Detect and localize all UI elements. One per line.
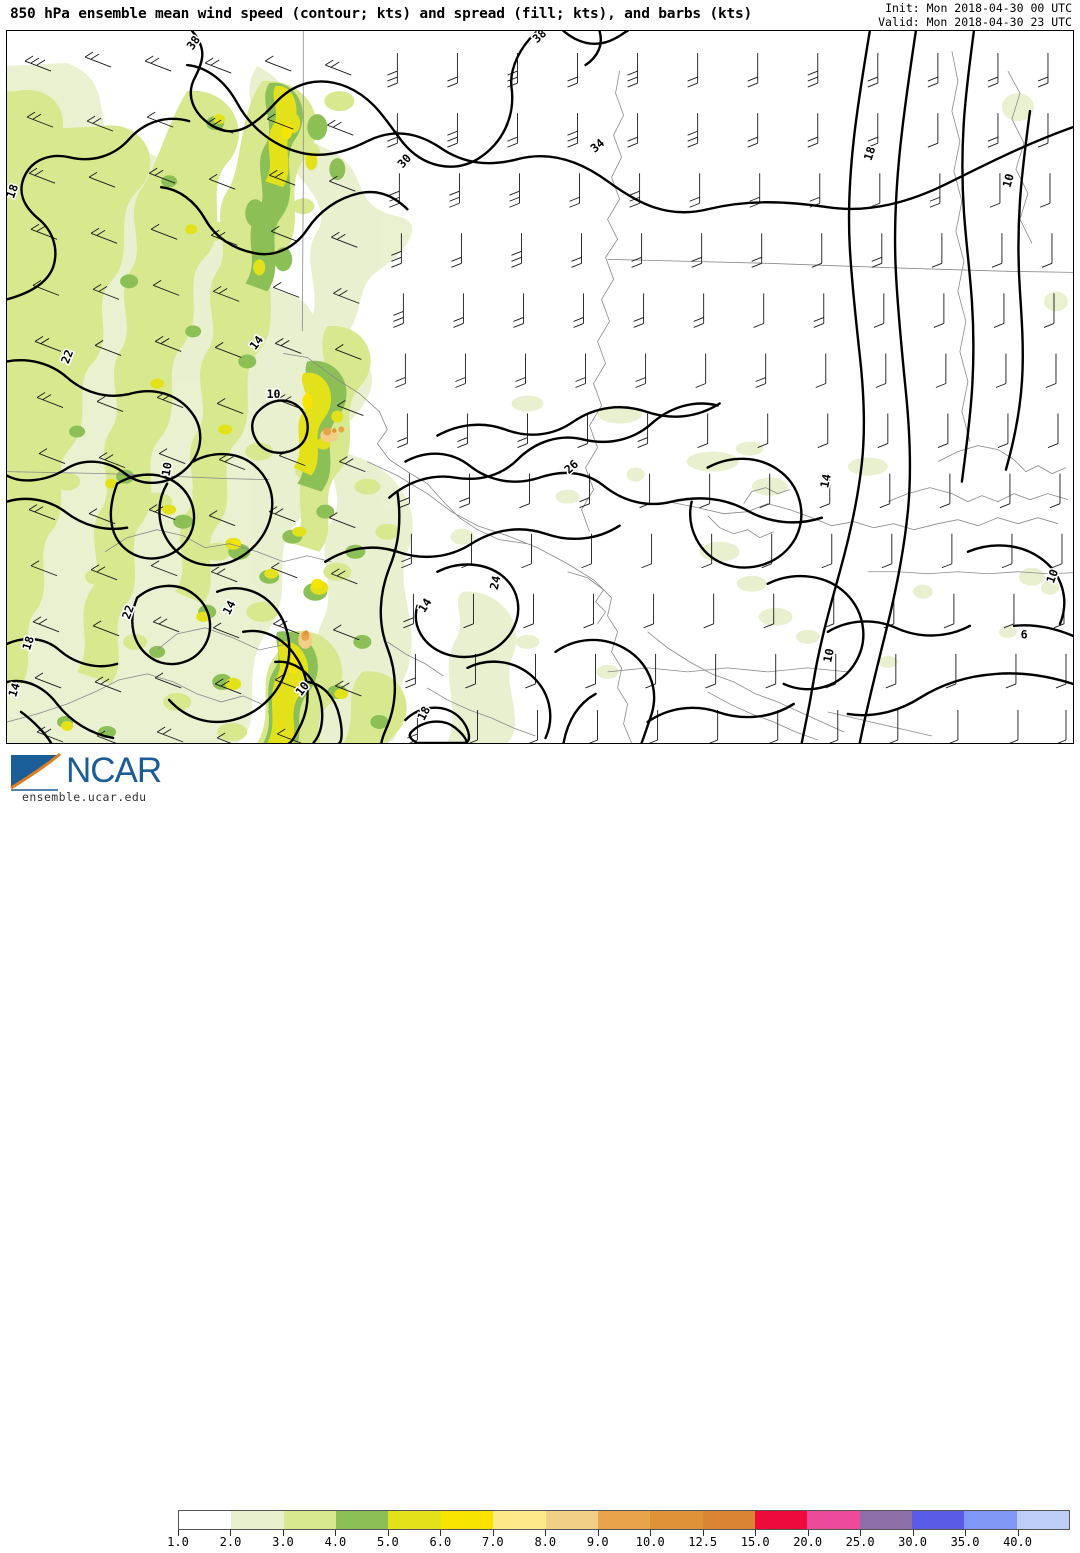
colorbar-segment [493,1511,546,1529]
contour-label: 10 [159,461,175,477]
contour-label: 6 [1021,627,1028,641]
colorbar-segment [545,1511,598,1529]
contour-label: 10 [1043,567,1061,585]
colorbar-tick-label: 6.0 [429,1535,452,1549]
colorbar-labels: 1.0 2.0 3.0 4.0 5.0 6.0 7.0 8.0 9.0 10.0 12.5 15.0 2… [0,1535,1080,1553]
colorbar-tick-label: 4.0 [324,1535,347,1549]
colorbar-tick-label: 2.0 [219,1535,242,1549]
ncar-logo[interactable]: NCAR ensemble.ucar.edu [8,751,173,804]
header: 850 hPa ensemble mean wind speed (contou… [0,0,1080,30]
colorbar-tick-label: 20.0 [793,1535,823,1549]
ncar-wordmark: NCAR [66,751,162,790]
contour-label: 14 [817,473,834,490]
colorbar-segment [336,1511,389,1529]
colorbar-tick-label: 7.0 [481,1535,504,1549]
colorbar-tick-label: 15.0 [740,1535,770,1549]
contour-label: 10 [267,387,281,401]
colorbar-segment [179,1511,232,1529]
colorbar-segment [283,1511,337,1529]
contour-label: 10 [1000,172,1017,189]
colorbar-segment [650,1511,703,1529]
colorbar-segment [859,1511,913,1529]
contour-label: 24 [487,574,504,591]
colorbar-segment [597,1511,651,1529]
colorbar-tick-label: 40.0 [1003,1535,1032,1549]
colorbar-tick-label: 5.0 [377,1535,399,1549]
colorbar-tick-label: 12.5 [688,1535,718,1549]
colorbar-segment [231,1511,284,1529]
colorbar-segment [702,1511,755,1529]
page-title: 850 hPa ensemble mean wind speed (contou… [10,6,753,22]
ncar-swoosh-logo-icon [10,752,61,791]
colorbar-segment [754,1511,808,1529]
colorbar-segment [964,1511,1017,1529]
colorbar-segment [912,1511,965,1529]
contour-label: 22 [119,603,137,621]
colorbar-tick-label: 25.0 [845,1535,875,1549]
colorbar-tick-label: 3.0 [272,1535,294,1549]
colorbar-tick-label: 10.0 [635,1535,665,1549]
colorbar-tick-label: 1.0 [167,1535,189,1549]
colorbar-segment [440,1511,494,1529]
colorbar-segment [1016,1511,1070,1529]
contour-label: 18 [861,145,879,163]
wind-barbs-layer [24,51,1067,743]
footer: NCAR ensemble.ucar.edu 1.0 2.0 3.0 4.0 5.0 6.… [0,746,1080,1549]
init-time: Init: Mon 2018-04-30 00 UTC [885,1,1072,15]
colorbar-segment [388,1511,441,1529]
valid-time: Valid: Mon 2018-04-30 23 UTC [878,15,1072,29]
contour-label: 22 [58,348,76,366]
colorbar-segment [807,1511,860,1529]
contour-label: 10 [820,647,837,664]
colorbar-tick-label: 8.0 [534,1535,557,1549]
colorbar-tick-label: 30.0 [898,1535,928,1549]
colorbar-tick-label: 35.0 [950,1535,980,1549]
map-panel[interactable]: 38 38 30 34 18 10 18 22 14 10 10 26 14 24 22 14 14 10 18 6 1… [6,30,1074,744]
spread-colorbar[interactable] [178,1510,1070,1530]
ncar-url: ensemble.ucar.edu [22,790,147,804]
colorbar-tick-label: 9.0 [586,1535,609,1549]
contour-label: 18 [19,634,37,652]
contour-layer [7,31,1073,743]
time-stamp-block: Init: Mon 2018-04-30 00 UTC Valid: Mon 2… [878,1,1072,29]
